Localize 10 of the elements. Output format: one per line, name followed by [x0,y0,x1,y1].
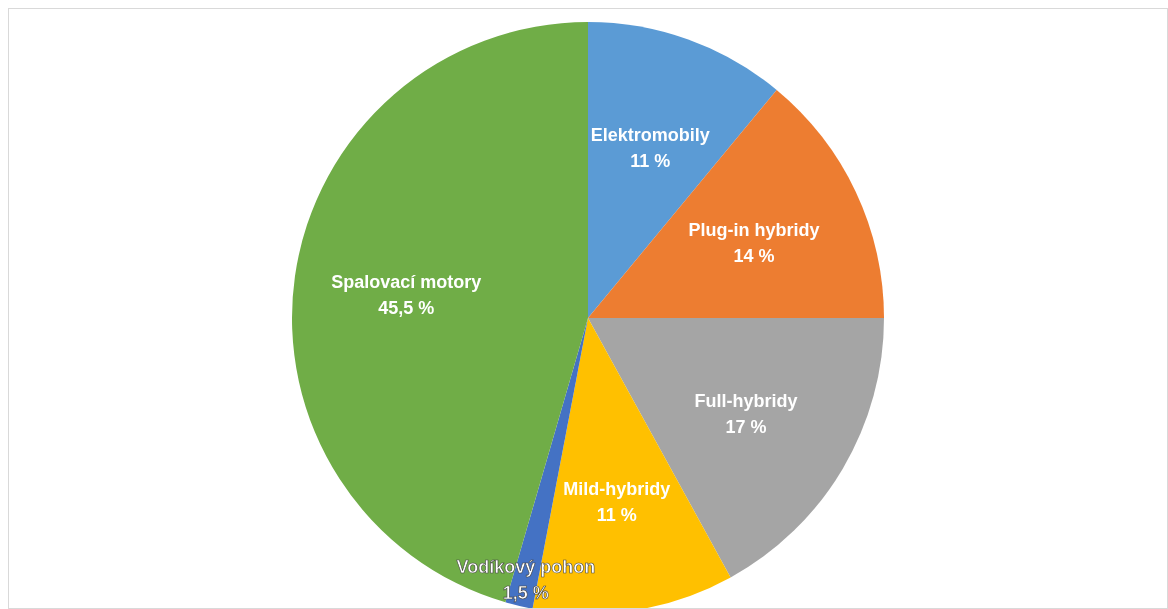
data-label: 17 % [725,417,767,438]
slice-label: Spalovací motory [331,272,482,293]
data-label: 11 % [630,151,671,172]
slice-label: Mild-hybridy [563,479,671,500]
data-label: 14 % [733,245,775,266]
slice-label: Full-hybridy [694,391,798,412]
data-label: 45,5 % [378,298,435,319]
data-label: 11 % [596,505,637,526]
slice-label: Plug-in hybridy [688,219,820,240]
slice-label: Elektromobily [590,125,710,146]
